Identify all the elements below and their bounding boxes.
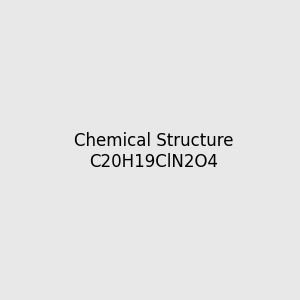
Text: Chemical Structure
C20H19ClN2O4: Chemical Structure C20H19ClN2O4 bbox=[74, 132, 233, 171]
